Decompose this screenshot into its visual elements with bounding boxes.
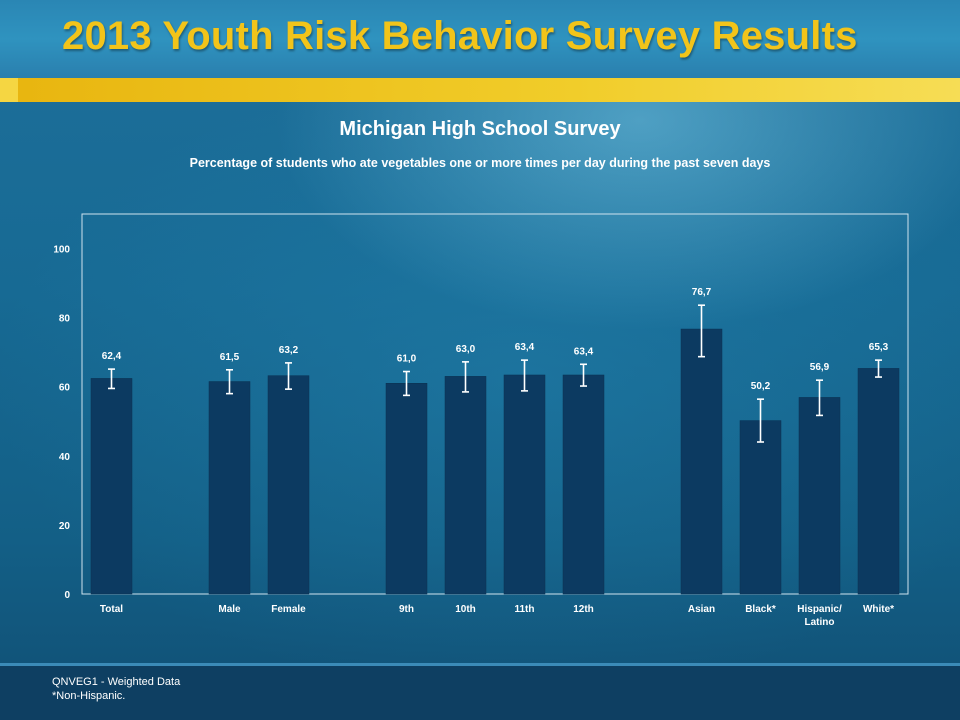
data-label: 56,9: [810, 362, 830, 373]
footer-band: [0, 663, 960, 720]
header-band: [0, 0, 960, 78]
data-label: 63,4: [515, 342, 535, 353]
y-tick-label: 20: [59, 521, 71, 532]
x-tick-label: Asian: [688, 604, 715, 615]
y-tick-label: 80: [59, 314, 71, 325]
footer-note-weighted: QNVEG1 - Weighted Data: [52, 676, 181, 688]
y-tick-label: 100: [53, 245, 70, 256]
bar: [680, 328, 723, 595]
gold-divider-bar: [0, 78, 960, 102]
x-tick-label: 12th: [573, 604, 594, 615]
bar: [562, 374, 605, 595]
x-tick-label: 10th: [455, 604, 476, 615]
bar: [444, 376, 487, 595]
x-tick-label: Hispanic/: [797, 604, 842, 615]
bar: [208, 381, 251, 595]
y-tick-label: 60: [59, 383, 71, 394]
chart-subtitle: Percentage of students who ate vegetable…: [189, 156, 771, 170]
data-label: 63,0: [456, 344, 476, 355]
x-tick-label: White*: [863, 604, 894, 615]
data-label: 63,4: [574, 346, 594, 357]
bar: [503, 374, 546, 595]
x-tick-label: Female: [271, 604, 306, 615]
data-label: 50,2: [751, 381, 771, 392]
gold-divider-accent: [0, 78, 18, 102]
chart-title: Michigan High School Survey: [339, 118, 621, 140]
data-label: 76,7: [692, 287, 712, 298]
x-tick-label: Latino: [805, 617, 835, 628]
footer-note-nonhispanic: *Non-Hispanic.: [52, 690, 126, 702]
bar: [857, 368, 900, 595]
x-tick-label: 9th: [399, 604, 414, 615]
y-tick-label: 40: [59, 452, 71, 463]
data-label: 61,5: [220, 352, 240, 363]
x-tick-label: Black*: [745, 604, 776, 615]
plot-frame: [81, 213, 909, 595]
bar: [739, 420, 782, 595]
bar: [385, 383, 428, 595]
bar: [90, 378, 133, 595]
x-tick-label: Total: [100, 604, 123, 615]
y-tick-label: 0: [64, 590, 70, 601]
x-tick-label: 11th: [514, 604, 534, 615]
bar: [267, 375, 310, 595]
data-label: 62,4: [102, 351, 122, 362]
data-label: 65,3: [869, 342, 889, 353]
data-label: 61,0: [397, 354, 417, 365]
x-tick-label: Male: [218, 604, 241, 615]
data-label: 63,2: [279, 345, 299, 356]
bar: [798, 397, 841, 595]
page-title: 2013 Youth Risk Behavior Survey Results: [62, 14, 858, 58]
